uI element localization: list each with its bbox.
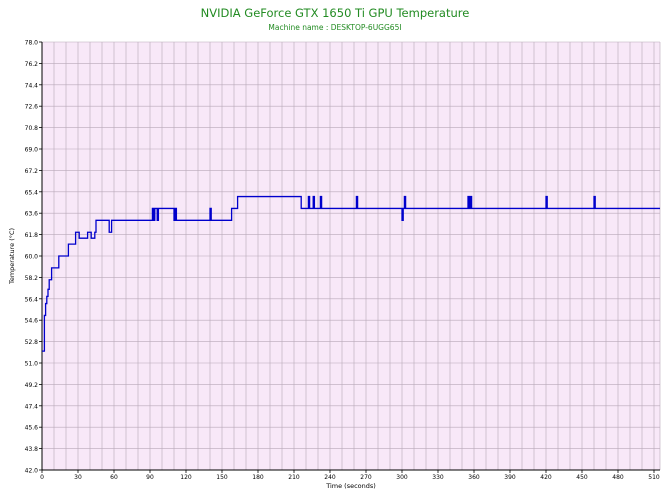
y-tick-label: 61.8 bbox=[25, 232, 39, 239]
y-tick-label: 43.8 bbox=[25, 446, 39, 453]
x-tick-label: 240 bbox=[324, 474, 336, 481]
chart-title: NVIDIA GeForce GTX 1650 Ti GPU Temperatu… bbox=[201, 6, 470, 20]
x-tick-label: 90 bbox=[146, 474, 154, 481]
y-tick-label: 69.0 bbox=[25, 147, 39, 154]
y-tick-label: 42.0 bbox=[25, 468, 39, 475]
x-tick-label: 330 bbox=[432, 474, 444, 481]
y-tick-label: 51.0 bbox=[25, 361, 39, 368]
x-tick-label: 120 bbox=[180, 474, 192, 481]
y-axis-label: Temperature (°C) bbox=[8, 228, 16, 285]
x-tick-label: 0 bbox=[40, 474, 44, 481]
y-tick-label: 72.6 bbox=[25, 104, 39, 111]
x-tick-label: 60 bbox=[110, 474, 118, 481]
x-tick-label: 360 bbox=[468, 474, 480, 481]
y-tick-label: 67.2 bbox=[25, 168, 39, 175]
x-tick-label: 420 bbox=[540, 474, 552, 481]
series-line-0 bbox=[42, 195, 660, 352]
y-tick-label: 56.4 bbox=[25, 296, 39, 303]
y-tick-label: 52.8 bbox=[25, 339, 39, 346]
x-axis-label: Time (seconds) bbox=[325, 482, 376, 490]
x-tick-label: 480 bbox=[612, 474, 624, 481]
y-tick-label: 47.4 bbox=[25, 403, 39, 410]
y-tick-label: 74.4 bbox=[25, 82, 39, 89]
x-tick-label: 510 bbox=[648, 474, 660, 481]
x-tick-label: 150 bbox=[216, 474, 228, 481]
y-tick-label: 76.2 bbox=[25, 61, 39, 68]
y-tick-label: 70.8 bbox=[25, 125, 39, 132]
x-tick-label: 450 bbox=[576, 474, 588, 481]
x-tick-label: 30 bbox=[74, 474, 82, 481]
chart-subtitle: Machine name : DESKTOP-6UGG65I bbox=[268, 23, 401, 32]
y-tick-label: 54.6 bbox=[25, 318, 39, 325]
x-tick-label: 180 bbox=[252, 474, 264, 481]
y-tick-label: 63.6 bbox=[25, 211, 39, 218]
y-tick-label: 78.0 bbox=[25, 40, 39, 47]
y-tick-label: 49.2 bbox=[25, 382, 39, 389]
x-tick-label: 300 bbox=[396, 474, 408, 481]
y-tick-label: 58.2 bbox=[25, 275, 39, 282]
y-tick-label: 60.0 bbox=[25, 254, 39, 261]
x-tick-label: 210 bbox=[288, 474, 300, 481]
y-tick-label: 65.4 bbox=[25, 189, 39, 196]
x-tick-label: 390 bbox=[504, 474, 516, 481]
y-tick-label: 45.6 bbox=[25, 425, 39, 432]
x-tick-label: 270 bbox=[360, 474, 372, 481]
